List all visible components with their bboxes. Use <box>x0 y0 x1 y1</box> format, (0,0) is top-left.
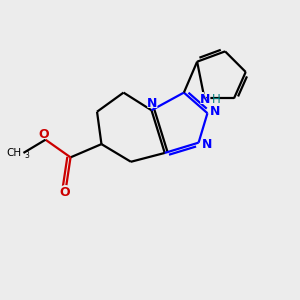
Text: N: N <box>208 104 221 119</box>
Text: 3: 3 <box>24 152 29 160</box>
Text: CH: CH <box>6 148 21 158</box>
Text: N: N <box>199 92 212 106</box>
Text: N: N <box>202 138 212 151</box>
Text: N: N <box>200 93 210 106</box>
Text: N: N <box>146 96 158 111</box>
Text: O: O <box>58 184 71 200</box>
Text: O: O <box>59 186 70 199</box>
Text: H: H <box>212 93 220 106</box>
Text: N: N <box>200 136 213 152</box>
Text: O: O <box>38 127 50 142</box>
Text: O: O <box>39 128 50 141</box>
Text: N: N <box>147 97 157 110</box>
Text: N: N <box>210 105 220 118</box>
